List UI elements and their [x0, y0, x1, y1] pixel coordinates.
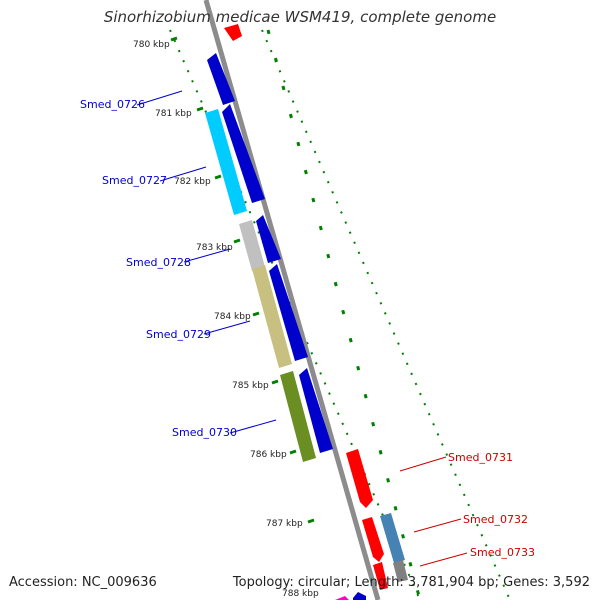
- accession-text: Accession: NC_009636: [9, 575, 157, 590]
- gene-smed-0729[interactable]: [269, 264, 308, 361]
- tick-786: [289, 449, 297, 455]
- gene-smed-0726[interactable]: [207, 53, 235, 105]
- cog-bar-smed-0728[interactable]: [239, 220, 265, 271]
- cog-bar-smed-0730[interactable]: [280, 371, 316, 462]
- leader-smed-0732: [413, 518, 462, 533]
- gene-smed-0728[interactable]: [256, 215, 281, 263]
- leader-smed-0729: [203, 320, 251, 335]
- label-smed-0727[interactable]: Smed_0727: [102, 174, 167, 187]
- label-smed-0729[interactable]: Smed_0729: [146, 328, 211, 341]
- gene-smed-0731[interactable]: [346, 449, 373, 508]
- gene-bottom-magenta: [335, 596, 349, 600]
- gene-top-partial: [224, 24, 242, 41]
- tick-785: [271, 379, 279, 385]
- label-smed-0732[interactable]: Smed_0732: [463, 513, 528, 526]
- gene-smed-0727[interactable]: [222, 104, 265, 203]
- gene-smed-0730[interactable]: [299, 368, 333, 453]
- tick-784: [252, 311, 260, 317]
- outer-track-outline: [169, 29, 421, 600]
- cog-bar-smed-0729[interactable]: [252, 265, 292, 368]
- cog-bar-smed-0727[interactable]: [205, 109, 247, 215]
- leader-smed-0730: [229, 419, 277, 434]
- leader-smed-0727: [159, 166, 207, 182]
- cog-bar-smed-0733[interactable]: [393, 560, 408, 582]
- map-title: Sinorhizobium medicae WSM419, complete g…: [103, 8, 497, 26]
- leader-smed-0731: [399, 456, 447, 472]
- leader-smed-0733: [419, 552, 468, 567]
- leader-smed-0726: [136, 90, 183, 106]
- gene-smed-0732[interactable]: [362, 517, 384, 562]
- tick-783: [233, 238, 241, 244]
- label-smed-0733[interactable]: Smed_0733: [470, 546, 535, 559]
- genome-backbone: [203, 0, 381, 600]
- label-smed-0730[interactable]: Smed_0730: [172, 426, 237, 439]
- topology-text: Topology: circular; Length: 3,781,904 bp…: [232, 575, 590, 590]
- gene-smed-0733[interactable]: [373, 562, 388, 590]
- tick-780: [170, 36, 178, 42]
- tick-label: 785 kbp: [232, 381, 269, 391]
- gene-bottom-blue: [353, 592, 366, 600]
- tick-label: 780 kbp: [133, 40, 170, 50]
- tick-787: [307, 518, 315, 524]
- inner-track-outline: [261, 29, 511, 600]
- label-smed-0728[interactable]: Smed_0728: [126, 256, 191, 269]
- tick-781: [196, 106, 204, 112]
- tick-label: 782 kbp: [174, 177, 211, 187]
- tick-label: 781 kbp: [155, 109, 192, 119]
- tick-782: [214, 174, 222, 180]
- tick-label: 784 kbp: [214, 312, 251, 322]
- leader-smed-0728: [183, 248, 231, 263]
- label-smed-0726[interactable]: Smed_0726: [80, 98, 145, 111]
- tick-label: 788 kbp: [282, 589, 319, 599]
- label-smed-0731[interactable]: Smed_0731: [448, 451, 513, 464]
- tick-label: 787 kbp: [266, 519, 303, 529]
- scale-ticks: [170, 36, 315, 524]
- tick-label: 786 kbp: [250, 450, 287, 460]
- cog-bar-smed-0732[interactable]: [380, 513, 405, 563]
- tick-label: 783 kbp: [196, 243, 233, 253]
